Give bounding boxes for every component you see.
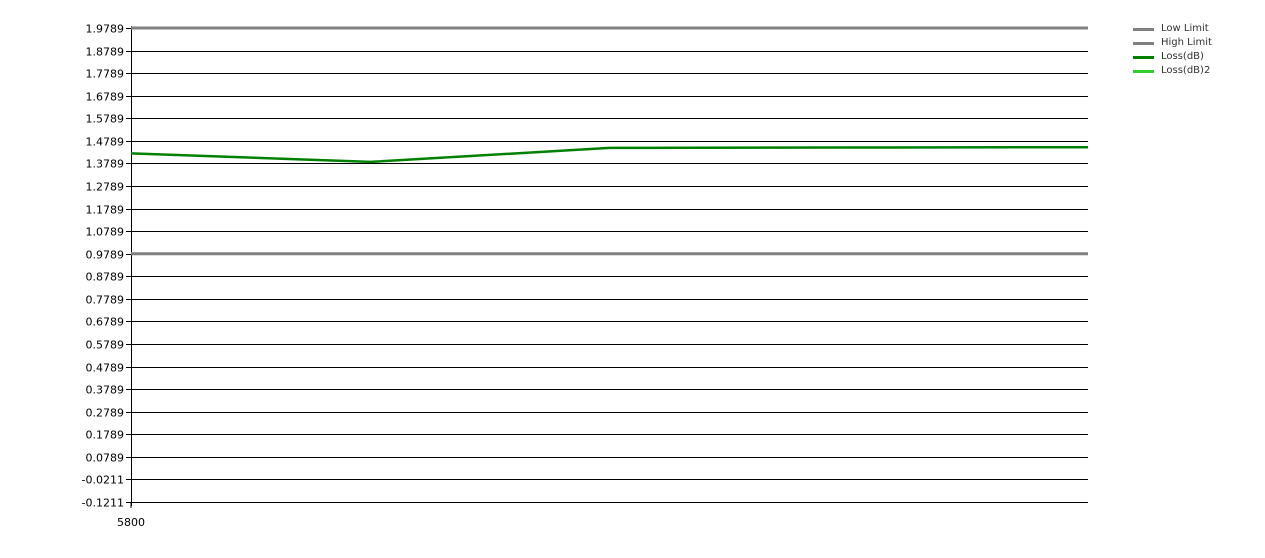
legend-item: High Limit [1133,36,1212,50]
y-tick-label: 0.0789 [86,452,125,465]
y-tick-label: 1.5789 [86,113,125,126]
y-tick-label: 0.6789 [86,316,125,329]
y-tick-label: -0.0211 [82,474,124,487]
legend-label: Loss(dB)2 [1161,65,1211,76]
y-tick-label: 1.9789 [86,23,125,36]
y-tick-label: 1.1789 [86,204,125,217]
legend-item: Loss(dB) [1133,50,1212,64]
y-tick-label: 0.8789 [86,271,125,284]
y-tick-label: 0.2789 [86,407,125,420]
legend-swatch [1133,41,1154,45]
legend-label: Loss(dB) [1161,51,1204,62]
y-tick-label: 1.0789 [86,226,125,239]
y-tick-label: 0.1789 [86,429,125,442]
y-tick-label: 0.7789 [86,294,125,307]
y-tick-label: 0.9789 [86,249,125,262]
y-tick-label: 1.2789 [86,181,125,194]
y-tick-label: 0.5789 [86,339,125,352]
y-tick-label: 0.4789 [86,362,125,375]
x-tick-label: 5800 [117,516,145,529]
legend-item: Low Limit [1133,22,1212,36]
y-tick-label: -0.1211 [82,497,124,510]
chart-legend: Low Limit High Limit Loss(dB) Loss(dB)2 [1133,22,1212,78]
y-tick-label: 1.6789 [86,91,125,104]
y-tick-label: 0.3789 [86,384,125,397]
y-tick-label: 1.8789 [86,46,125,59]
legend-swatch [1133,69,1154,73]
legend-label: Low Limit [1161,23,1209,34]
legend-item: Loss(dB)2 [1133,64,1212,78]
legend-swatch [1133,55,1154,59]
y-tick-label: 1.7789 [86,68,125,81]
legend-label: High Limit [1161,37,1212,48]
legend-swatch [1133,27,1154,31]
y-tick-label: 1.3789 [86,158,125,171]
series-line-loss-db [130,145,1089,164]
y-tick-label: 1.4789 [86,136,125,149]
